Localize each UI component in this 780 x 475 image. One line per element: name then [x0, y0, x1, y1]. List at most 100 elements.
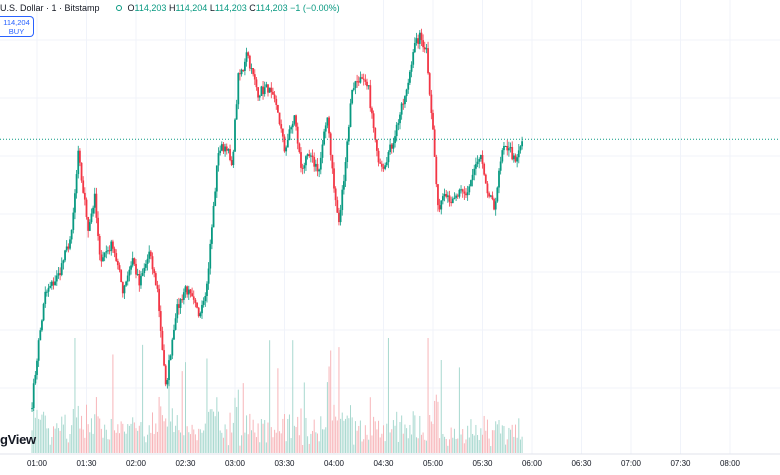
candle-body [324, 125, 327, 132]
volume-bar [506, 439, 508, 453]
volume-bar [97, 416, 99, 453]
volume-bar [193, 429, 195, 453]
candle-body [148, 251, 151, 259]
candle-body [349, 103, 352, 127]
volume-bar [439, 438, 441, 453]
volume-bar [364, 425, 366, 453]
time-axis[interactable]: 01:00 01:30 02:00 02:30 03:00 03:30 04:00 04:30… [0, 453, 780, 468]
candle-body [257, 87, 259, 98]
candle-body [395, 124, 398, 137]
volume-bar [321, 429, 323, 453]
volume-bar [222, 437, 224, 453]
volume-bar [386, 423, 388, 453]
volume-bar [488, 438, 490, 453]
candle-body [207, 268, 210, 284]
candle-body [95, 193, 98, 218]
low-value: 114,203 [214, 3, 247, 13]
volume-bar [237, 389, 239, 453]
candle-body [189, 289, 192, 294]
candle-body [321, 144, 324, 158]
visibility-icon[interactable] [115, 5, 122, 11]
volume-bar [356, 430, 358, 453]
volume-bar [300, 408, 302, 453]
volume-bar [247, 434, 249, 453]
volume-bar [81, 415, 83, 453]
volume-bar [480, 428, 482, 453]
candle-body [248, 55, 251, 69]
volume-bar [133, 422, 135, 453]
candle-body [247, 52, 250, 56]
candle-body [410, 64, 413, 72]
volume-bar [226, 429, 228, 453]
candle-body [220, 144, 223, 151]
volume-bar [325, 427, 327, 453]
candle-body [69, 239, 71, 249]
candle-body [430, 94, 433, 113]
candle-body [405, 89, 408, 97]
volume-bar [236, 406, 238, 453]
volume-bar [92, 433, 94, 453]
volume-bar [307, 436, 309, 453]
candle-body [179, 299, 182, 308]
candle-body [70, 229, 73, 240]
volume-bar [255, 437, 257, 453]
candle-body [479, 155, 482, 160]
change-value: −1 (−0.00%) [290, 3, 340, 13]
candle-body [31, 408, 33, 410]
volume-bar [310, 433, 312, 453]
candle-body [488, 193, 490, 197]
candle-body [503, 146, 505, 151]
candle-body [192, 296, 195, 300]
volume-bar [435, 394, 437, 453]
buy-button[interactable]: 114,204 BUY [0, 16, 34, 37]
volume-bar [107, 439, 109, 453]
candle-body [225, 146, 228, 151]
volume-bar [198, 428, 200, 453]
volume-bar [138, 425, 140, 453]
volume-bar [39, 419, 41, 453]
candle-body [461, 189, 464, 192]
candle-body [158, 288, 160, 312]
volume-bar [404, 424, 406, 453]
candle-body [181, 299, 184, 301]
volume-bar [59, 430, 61, 453]
volume-bar [62, 424, 64, 453]
volume-bar [440, 360, 442, 453]
symbol-title[interactable]: U.S. Dollar · 1 · Bitstamp [0, 3, 100, 13]
high-label: H [168, 3, 176, 13]
candle-body [478, 159, 481, 162]
volume-bar [119, 433, 120, 453]
volume-bar [363, 439, 365, 453]
candle-body [450, 201, 453, 204]
volume-bar [227, 445, 229, 453]
candle-body [483, 163, 486, 175]
candle-body [103, 252, 106, 258]
candle-body [473, 168, 476, 175]
candle-body [384, 165, 387, 169]
candle-body [245, 52, 248, 62]
volume-bar [43, 411, 45, 453]
volume-bar [424, 439, 426, 453]
candle-body [194, 299, 197, 303]
candle-body [47, 287, 50, 292]
volume-bar [315, 432, 317, 453]
candle-body [240, 69, 243, 75]
volume-bar [394, 425, 396, 453]
candle-body [187, 289, 190, 295]
candle-body [508, 148, 510, 151]
volume-bar [511, 424, 513, 453]
volume-bar [519, 439, 521, 453]
time-tick-label: 02:30 [175, 459, 196, 468]
candle-body [64, 250, 66, 261]
candle-body [102, 257, 104, 262]
candle-body [130, 265, 132, 270]
candle-body [224, 146, 226, 152]
volume-bar [292, 340, 294, 453]
volume-bar [203, 430, 205, 453]
candle-body [211, 227, 213, 244]
candle-body [212, 205, 215, 228]
candle-body [277, 104, 279, 113]
volume-bar [254, 432, 256, 453]
